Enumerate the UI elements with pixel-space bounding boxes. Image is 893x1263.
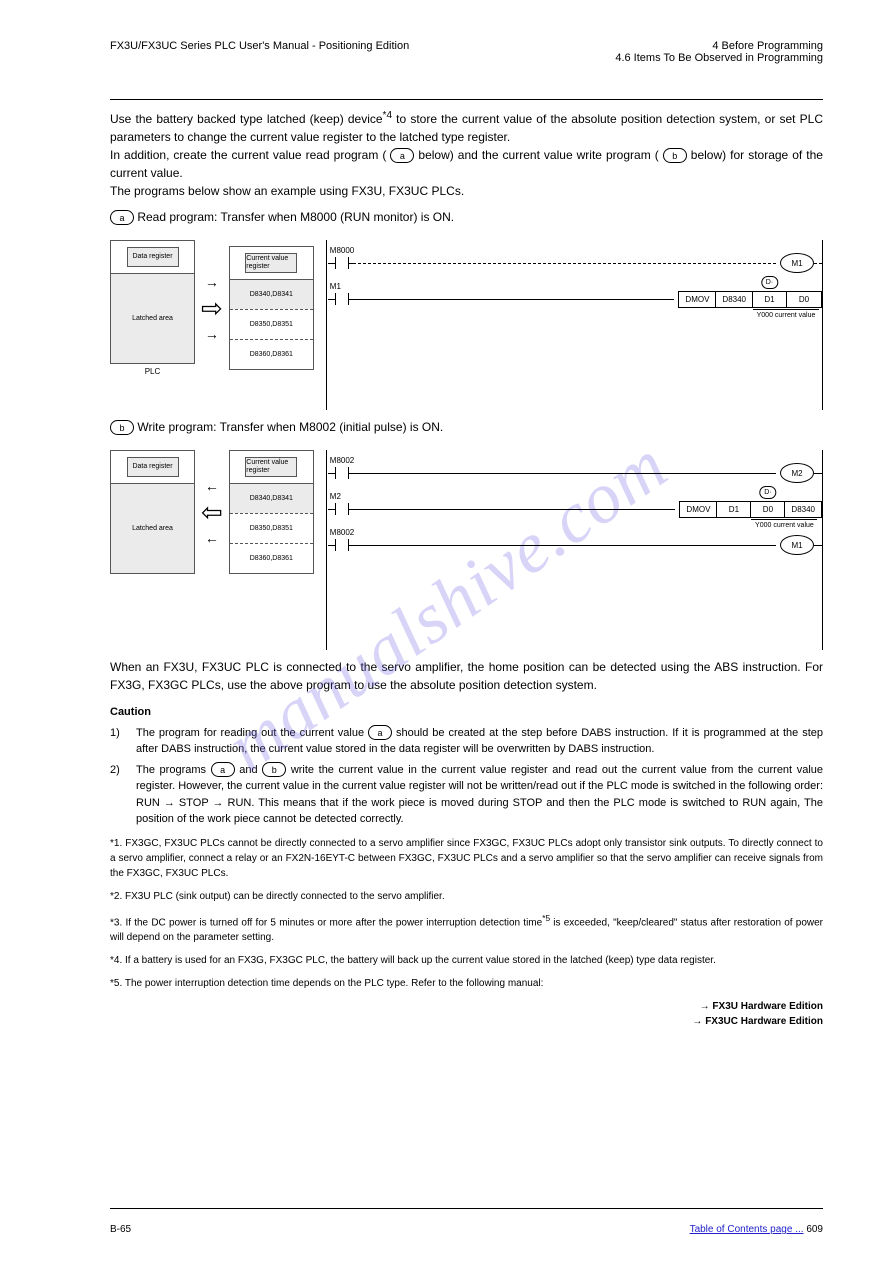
- diag1-arrows: → ⇨ →: [201, 275, 223, 341]
- intro-t3: below) and the current value write progr…: [418, 148, 658, 162]
- intro-sup: *4: [383, 110, 392, 121]
- diag2-coil1: M2: [780, 463, 814, 483]
- footer-page: 609: [806, 1224, 823, 1235]
- arrow-right-icon: →: [205, 275, 219, 289]
- diag2-dev1-lcd: Data register: [127, 457, 179, 477]
- diag1-dev1-seg: Latched area: [111, 273, 194, 363]
- diag2-dev2-s3: D8360,D8361: [230, 543, 313, 573]
- diag1-pill: a: [110, 210, 134, 225]
- bullet-2: 2): [110, 762, 136, 828]
- diag2-dev1: Data register Latched area: [110, 450, 195, 574]
- asterisk2: *2. FX3U PLC (sink output) can be direct…: [110, 889, 823, 904]
- asterisk-ref: → FX3U Hardware Edition → FX3UC Hardware…: [110, 999, 823, 1029]
- pill-a: a: [390, 148, 414, 163]
- diag2-c2: M2: [330, 492, 341, 501]
- note1-pill: a: [368, 725, 392, 740]
- bullet-1: 1): [110, 725, 136, 758]
- diag1-fb0: DMOV: [679, 292, 716, 307]
- intro-ex: The programs below show an example using…: [110, 184, 464, 198]
- header-right2: 4.6 Items To Be Observed in Programming: [615, 52, 823, 64]
- diag2-ladder: M8002 M2 M2 DMOV D1 D0D·Y000 current val…: [326, 450, 823, 650]
- contact-icon: M8002: [335, 539, 349, 551]
- arrow-right-icon: →: [205, 327, 219, 341]
- asterisk5: *5. The power interruption detection tim…: [110, 976, 823, 991]
- diag1-dev1-lbl: PLC: [110, 367, 195, 376]
- caution-heading: Caution: [110, 704, 823, 721]
- caution-block: Caution 1) The program for reading out t…: [110, 704, 823, 828]
- diag1-coil1: M1: [780, 253, 814, 273]
- note2-pill2: b: [262, 762, 286, 777]
- contact-icon: M1: [335, 293, 349, 305]
- diag2-fb2: D0D·Y000 current value: [751, 502, 785, 517]
- block-arrow-left-icon: ⇦: [201, 499, 223, 525]
- diag2-arrows: ← ⇦ ←: [201, 479, 223, 545]
- diag2-dev1-seg: Latched area: [111, 483, 194, 573]
- diag1-dev2-s1: D8340,D8341: [230, 279, 313, 309]
- arrow-left-icon: ←: [205, 479, 219, 493]
- footer-link[interactable]: Table of Contents page ...: [690, 1224, 804, 1235]
- diag1-dev1-lcd: Data register: [127, 247, 179, 267]
- diag1-dev2-lcd: Current value register: [245, 253, 297, 273]
- asterisk1: *1. FX3GC, FX3UC PLCs cannot be directly…: [110, 836, 823, 881]
- diag1-fbp2: D·: [761, 276, 778, 289]
- diag1-dev2-s3: D8360,D8361: [230, 339, 313, 369]
- diag1-c1: M8000: [330, 246, 354, 255]
- note1: The program for reading out the current …: [136, 725, 823, 758]
- diag1-dev1: Data register Latched area: [110, 240, 195, 364]
- diag2-c3: M8002: [330, 528, 354, 537]
- diag2-fb3: D8340: [785, 502, 821, 517]
- diag2-c1: M8002: [330, 456, 354, 465]
- diagram2: Data register Latched area ← ⇦ ← Current…: [110, 450, 823, 650]
- diag2-dev2-lcd: Current value register: [245, 457, 297, 477]
- diag2-coil3: M1: [780, 535, 814, 555]
- intro-t2: In addition, create the current value re…: [110, 148, 386, 162]
- diag1-under: Y000 current value: [753, 309, 819, 319]
- block-arrow-right-icon: ⇨: [201, 295, 223, 321]
- note2-pill1: a: [211, 762, 235, 777]
- arrow-left-icon: ←: [205, 531, 219, 545]
- asterisk4: *4. If a battery is used for an FX3G, FX…: [110, 953, 823, 968]
- asterisk3: *3. If the DC power is turned off for 5 …: [110, 912, 823, 945]
- middle-para: When an FX3U, FX3UC PLC is connected to …: [110, 658, 823, 694]
- diag2-fb1: D1: [717, 502, 751, 517]
- diag1-title-text: Read program: Transfer when M8000 (RUN m…: [137, 210, 454, 224]
- diag1-fbox: DMOV D8340 D1D·Y000 current value D0: [678, 291, 822, 308]
- diag2-pill: b: [110, 420, 134, 435]
- header-right1: 4 Before Programming: [712, 40, 823, 52]
- contact-icon: M2: [335, 503, 349, 515]
- diag1-fb2: D1D·Y000 current value: [753, 292, 787, 307]
- diag2-dev2: Current value register D8340,D8341 D8350…: [229, 450, 314, 574]
- diag2-title-text: Write program: Transfer when M8002 (init…: [137, 420, 443, 434]
- pill-b: b: [663, 148, 687, 163]
- diag1-fb3: D0: [787, 292, 821, 307]
- footer-rule: [110, 1208, 823, 1209]
- diag1-dev2: Current value register D8340,D8341 D8350…: [229, 246, 314, 370]
- diag1-dev2-s2: D8350,D8351: [230, 309, 313, 339]
- diag1-ladder: M8000 M1 M1 DMOV D8340 D1D·Y000 current …: [326, 240, 823, 410]
- contact-icon: M8000: [335, 257, 349, 269]
- note2: The programs a and b write the current v…: [136, 762, 823, 828]
- footer-left: B-65: [110, 1224, 131, 1235]
- diag2-fbox: DMOV D1 D0D·Y000 current value D8340: [679, 501, 822, 518]
- diag1-fb1: D8340: [716, 292, 753, 307]
- diag1-c2: M1: [330, 282, 341, 291]
- diagram1: Data register Latched area PLC → ⇨ → Cur…: [110, 240, 823, 410]
- page-footer: B-65 Table of Contents page ... 609: [110, 1224, 823, 1235]
- diag1-title: a Read program: Transfer when M8000 (RUN…: [110, 208, 823, 226]
- diag2-fb0: DMOV: [680, 502, 717, 517]
- diag2-title: b Write program: Transfer when M8002 (in…: [110, 418, 823, 436]
- page-header: FX3U/FX3UC Series PLC User's Manual - Po…: [110, 40, 823, 64]
- header-rule: [110, 99, 823, 100]
- intro-para: Use the battery backed type latched (kee…: [110, 108, 823, 200]
- header-left: FX3U/FX3UC Series PLC User's Manual - Po…: [110, 40, 409, 64]
- diag2-under: Y000 current value: [751, 519, 817, 529]
- intro-lead: Use the battery backed type latched (kee…: [110, 112, 383, 126]
- diag2-dev2-s2: D8350,D8351: [230, 513, 313, 543]
- diag2-dev2-s1: D8340,D8341: [230, 483, 313, 513]
- diag2-fbp2: D·: [759, 486, 776, 499]
- contact-icon: M8002: [335, 467, 349, 479]
